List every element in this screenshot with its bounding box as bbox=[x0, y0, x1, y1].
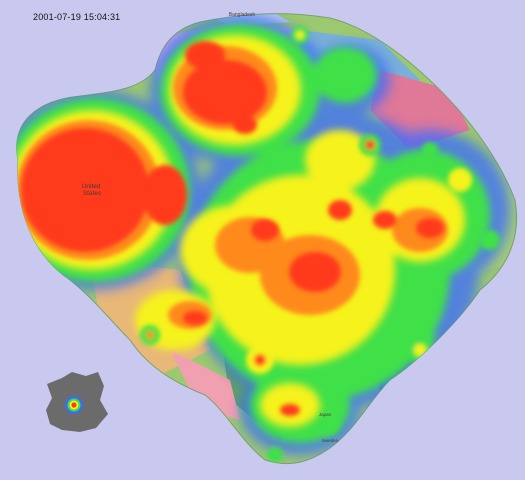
timestamp-label: 2001-07-19 15:04:31 bbox=[33, 12, 121, 22]
label-us-line2: States bbox=[83, 190, 102, 197]
label-us: United States bbox=[82, 183, 103, 197]
label-bangladesh: Bangladesh bbox=[229, 12, 256, 18]
label-japan: Japan bbox=[319, 412, 332, 417]
label-us-line1: United bbox=[82, 183, 101, 190]
heat-layer bbox=[16, 15, 510, 463]
label-sweden: Sweden bbox=[322, 438, 339, 443]
country-labels: United States Bangladesh Japan Sweden bbox=[82, 12, 339, 443]
inset-thumbnail bbox=[46, 372, 108, 432]
inset-hotspot-icon bbox=[65, 396, 83, 414]
